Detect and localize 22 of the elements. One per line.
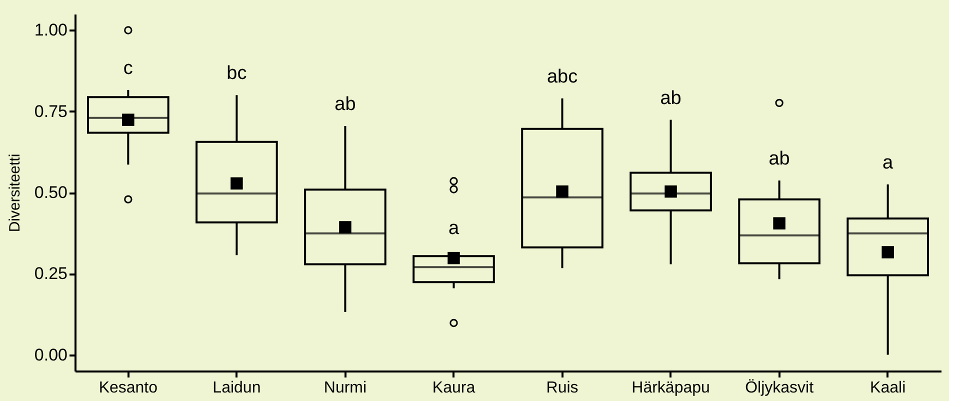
x-tick-label: Härkäpapu: [632, 380, 710, 396]
x-tick-label: Laidun: [212, 380, 261, 396]
annotation: ab: [334, 94, 356, 115]
y-tick-label: 0.25: [34, 264, 68, 284]
annotation: c: [123, 58, 133, 79]
annotation: abc: [546, 66, 578, 88]
y-tick-label: 0.00: [34, 345, 68, 364]
x-tick-label: Kaura: [432, 380, 476, 396]
x-tick-label: Kaali: [870, 380, 906, 396]
y-axis-title: Diversiteetti: [6, 154, 24, 232]
annotation: a: [882, 152, 894, 174]
x-tick-label: Öljykasvit: [745, 378, 814, 396]
x-tick-label: Kesanto: [98, 380, 158, 396]
y-tick-label: 0.75: [34, 102, 68, 121]
annotation: bc: [226, 63, 247, 84]
y-tick-label: 0.50: [34, 183, 68, 202]
annotation: ab: [660, 88, 682, 109]
x-tick-label: Ruis: [546, 380, 578, 396]
y-tick-label: 1.00: [34, 20, 68, 40]
x-tick-label: Nurmi: [324, 380, 367, 396]
annotation: ab: [768, 148, 790, 170]
annotation: a: [448, 218, 460, 240]
